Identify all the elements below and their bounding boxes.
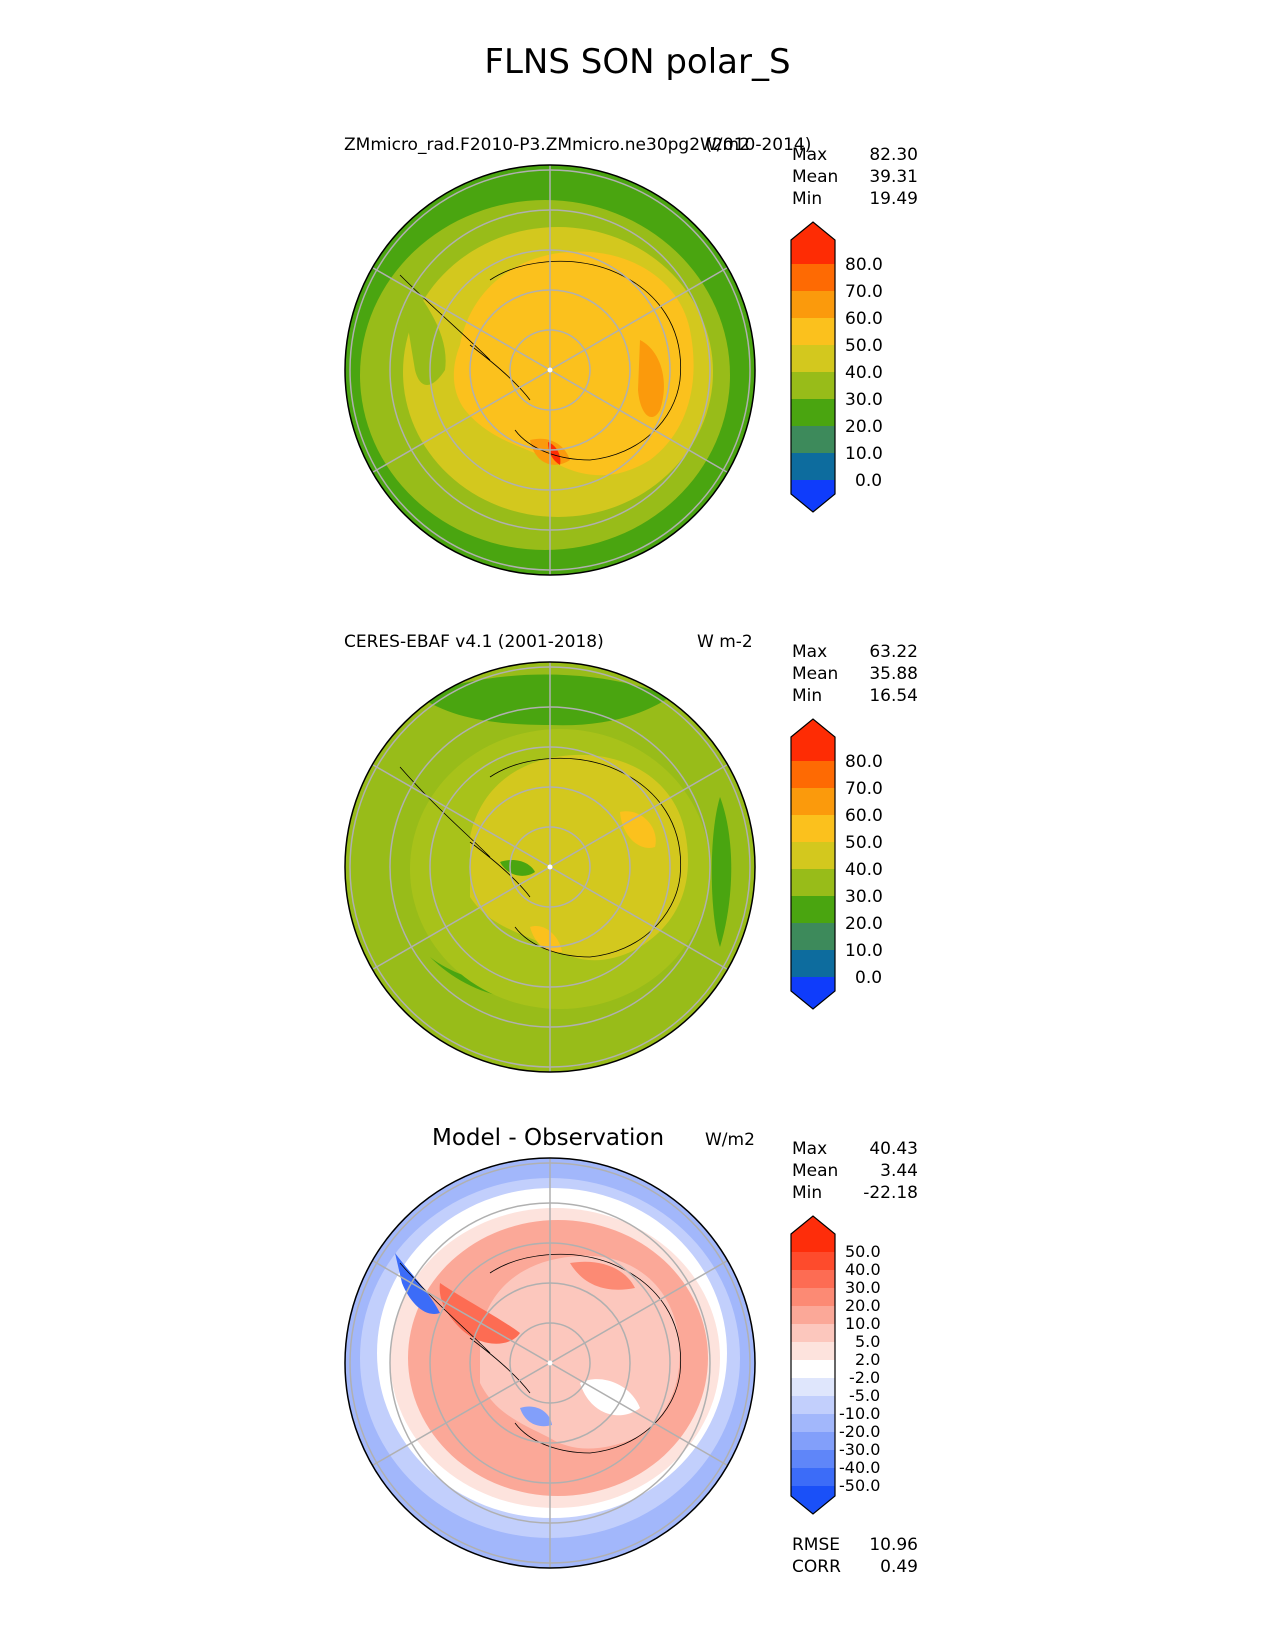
panel2-mean-label: Mean: [792, 664, 839, 684]
panel1-warm-east: [638, 340, 664, 418]
panel1-tick: 40.0: [845, 363, 883, 383]
panel2-max-label: Max: [792, 642, 828, 662]
panel3-warm-north: [570, 1261, 635, 1290]
panel2-max-value: 63.22: [869, 642, 918, 662]
panel3-tick: 5.0: [855, 1332, 881, 1351]
panel3-rmse-value: 10.96: [869, 1535, 918, 1555]
panel1-colorbar-bins: [791, 222, 835, 512]
panel2-min-value: 16.54: [869, 686, 918, 706]
panel2-tick: 10.0: [845, 941, 883, 961]
panel2-tick: 50.0: [845, 833, 883, 853]
panel3-warm-west: [439, 1283, 520, 1344]
panel2-title: CERES-EBAF v4.1 (2001-2018): [344, 632, 604, 652]
panel3-tick: -40.0: [839, 1458, 881, 1477]
panel2-tick: 60.0: [845, 806, 883, 826]
panel3-tick: 40.0: [845, 1260, 881, 1279]
panel2-map-border: [344, 661, 756, 1073]
panel3-min-value: -22.18: [863, 1183, 918, 1203]
panel1-pole: [547, 367, 553, 373]
panel1-min-value: 19.49: [869, 189, 918, 209]
panel2-tick: 70.0: [845, 779, 883, 799]
panel1-peninsula: [400, 270, 446, 385]
panel1-tick: 70.0: [845, 282, 883, 302]
panel3-colorbar: [790, 1215, 836, 1515]
panel3-min-label: Min: [792, 1183, 823, 1203]
panel3-mean-label: Mean: [792, 1161, 839, 1181]
panel3-rmse-label: RMSE: [792, 1535, 841, 1555]
panel1-tick: 50.0: [845, 336, 883, 356]
panel3-max-label: Max: [792, 1139, 828, 1159]
panel2-tick: 20.0: [845, 914, 883, 934]
panel3-max-value: 40.43: [869, 1139, 918, 1159]
panel1-tick: 0.0: [855, 471, 883, 491]
panel3-tick: 2.0: [855, 1350, 881, 1369]
panel3-tick: -50.0: [839, 1476, 881, 1495]
panel3-corr-value: 0.49: [880, 1557, 918, 1577]
panel1-tick: 30.0: [845, 390, 883, 410]
panel1-coastline: [399, 260, 682, 461]
panel3-corr-label: CORR: [792, 1557, 841, 1577]
panel2-band-north: [420, 674, 670, 726]
panel1-map: [344, 164, 756, 576]
panel1-min-label: Min: [792, 189, 823, 209]
panel2-warm-spot: [620, 811, 656, 848]
panel1-tick: 60.0: [845, 309, 883, 329]
panel3-tick: -10.0: [839, 1404, 881, 1423]
panel2-coastline: [399, 757, 682, 958]
figure-title: FLNS SON polar_S: [484, 42, 791, 82]
panel1-map-border: [344, 164, 756, 576]
panel1-mean-label: Mean: [792, 167, 839, 187]
panel3-tick: -2.0: [849, 1368, 881, 1387]
panel2-colorbar-border: [790, 718, 836, 1010]
panel3-tick: 20.0: [845, 1296, 881, 1315]
panel3-tick: -5.0: [849, 1386, 881, 1405]
panel3-tick: -20.0: [839, 1422, 881, 1441]
panel3-colorbar-bins: [791, 1216, 835, 1514]
panel3-pole: [547, 1360, 553, 1366]
panel2-pole: [547, 864, 553, 870]
panel1-colorbar-border: [790, 221, 836, 513]
panel1-colorbar: [790, 221, 836, 513]
panel1-max-label: Max: [792, 145, 828, 165]
panel3-map: [344, 1157, 756, 1569]
panel1-tick: 10.0: [845, 444, 883, 464]
panel2-min-label: Min: [792, 686, 823, 706]
panel2-continent: [470, 754, 688, 961]
panel2-map: [344, 661, 756, 1073]
panel2-tick: 0.0: [855, 968, 883, 988]
panel3-tick: 10.0: [845, 1314, 881, 1333]
panel3-tick: -30.0: [839, 1440, 881, 1459]
panel3-colorbar-border: [790, 1215, 836, 1515]
panel3-mean-value: 3.44: [880, 1161, 918, 1181]
panel2-colorbar: [790, 718, 836, 1010]
panel2-colorbar-bins: [791, 719, 835, 1009]
panel1-continent-warm: [453, 251, 694, 476]
panel1-title: ZMmicro_rad.F2010-P3.ZMmicro.ne30pg2 (20…: [344, 135, 812, 155]
panel2-tick: 30.0: [845, 887, 883, 907]
panel2-warm-ross: [530, 926, 562, 953]
panel2-tick: 80.0: [845, 752, 883, 772]
panel3-tick: 50.0: [845, 1242, 881, 1261]
panel3-coastline: [399, 1253, 682, 1454]
panel3-map-border: [344, 1157, 756, 1569]
panel1-tick: 20.0: [845, 417, 883, 437]
panel1-max-value: 82.30: [869, 145, 918, 165]
panel3-cool-ross: [520, 1406, 552, 1427]
panel1-tick: 80.0: [845, 255, 883, 275]
panel2-units: W m-2: [697, 632, 753, 652]
panel3-cool-peninsula: [395, 1253, 440, 1314]
panel2-band-east: [711, 797, 732, 947]
panel1-mean-value: 39.31: [869, 167, 918, 187]
panel3-tick: 30.0: [845, 1278, 881, 1297]
panel2-mean-value: 35.88: [869, 664, 918, 684]
panel1-units: W/m2: [700, 135, 750, 155]
panel2-tick: 40.0: [845, 860, 883, 880]
panel3-title: Model - Observation: [432, 1125, 665, 1151]
panel1-hot-spot: [548, 442, 561, 465]
panel2-cool-center: [500, 860, 535, 876]
panel3-units: W/m2: [705, 1130, 755, 1150]
